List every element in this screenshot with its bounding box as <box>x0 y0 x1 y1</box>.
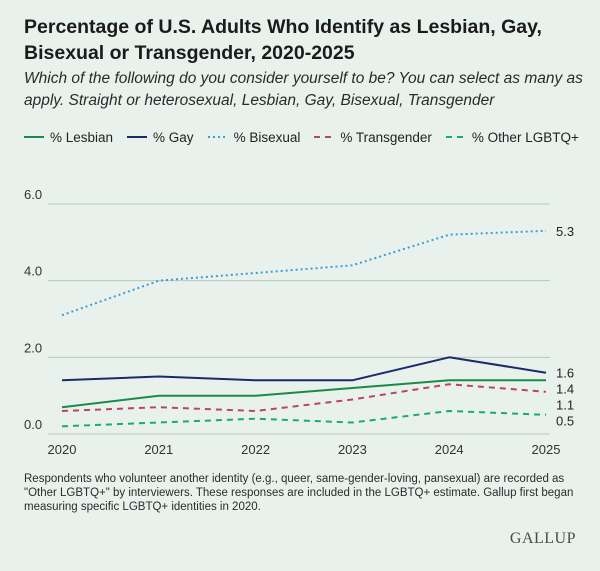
x-tick-label: 2022 <box>241 442 270 457</box>
gallup-logo: GALLUP <box>509 530 576 547</box>
data-label: 1.6 <box>556 366 574 381</box>
line-chart: 0.0 2.0 4.0 6.0 2020 2021 2022 2023 2024 2025 5.3 1… <box>24 187 574 457</box>
series-line <box>61 379 546 409</box>
legend-label: % Transgender <box>340 129 432 145</box>
series-line <box>61 410 547 428</box>
legend-swatch <box>127 136 148 138</box>
data-label: 5.3 <box>556 224 574 239</box>
legend-item: % Gay <box>127 130 194 145</box>
legend-item: % Transgender <box>314 130 432 145</box>
x-tick-label: 2025 <box>532 442 561 457</box>
data-label: 1.4 <box>556 382 574 397</box>
series-line <box>61 229 547 317</box>
series-line <box>61 383 547 412</box>
y-tick-label: 4.0 <box>24 264 42 279</box>
series-line <box>61 356 547 382</box>
x-tick-label: 2024 <box>435 442 464 457</box>
chart-legend: % Lesbian % Gay % Bisexual % Transgender % O… <box>24 128 593 146</box>
y-tick-label: 2.0 <box>24 340 42 355</box>
x-tick-label: 2020 <box>48 442 77 457</box>
data-label: 0.5 <box>556 414 574 429</box>
legend-swatch <box>207 136 228 138</box>
legend-item: % Other LGBTQ+ <box>445 129 579 145</box>
legend-label: % Gay <box>153 129 194 145</box>
legend-label: % Lesbian <box>50 129 114 145</box>
legend-swatch <box>24 136 44 138</box>
y-tick-label: 0.0 <box>24 417 42 432</box>
legend-swatch <box>314 136 335 138</box>
legend-label: % Bisexual <box>233 129 301 145</box>
x-tick-label: 2021 <box>144 442 173 457</box>
data-label: 1.1 <box>556 398 574 413</box>
legend-swatch <box>445 136 466 138</box>
chart-subtitle: Which of the following do you consider y… <box>24 70 583 109</box>
legend-item: % Lesbian <box>24 130 113 145</box>
legend-item: % Bisexual <box>207 129 301 145</box>
chart-title: Percentage of U.S. Adults Who Identify a… <box>24 16 542 64</box>
x-tick-label: 2023 <box>338 442 367 457</box>
chart-footnote: Respondents who volunteer another identi… <box>24 473 574 513</box>
legend-label: % Other LGBTQ+ <box>471 129 579 145</box>
y-tick-label: 6.0 <box>24 187 42 202</box>
